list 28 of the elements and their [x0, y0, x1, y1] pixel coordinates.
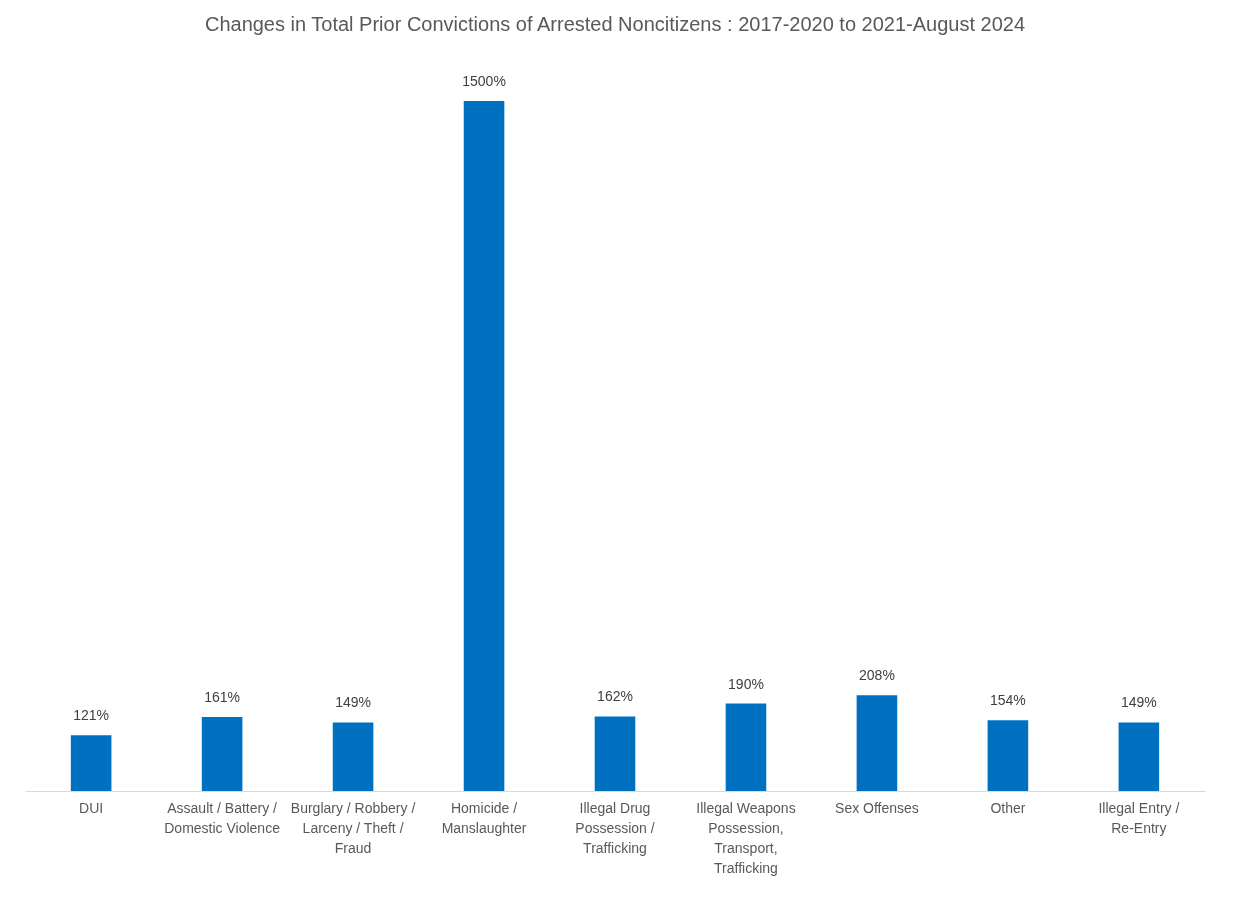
- x-tick-label: Illegal Entry / Re-Entry: [1098, 799, 1180, 836]
- bar: [725, 703, 767, 791]
- bar: [201, 716, 243, 791]
- data-label: 149%: [335, 694, 371, 711]
- data-label: 154%: [989, 692, 1026, 709]
- bar: [987, 720, 1029, 791]
- x-tick-label: Homicide / Manslaughter: [441, 799, 527, 836]
- x-tick-label: Sex Offenses: [835, 799, 919, 816]
- bar: [856, 695, 898, 791]
- bar: [70, 735, 112, 791]
- data-label: 121%: [73, 707, 110, 724]
- chart-title: Changes in Total Prior Convictions of Arrested Noncitizens : 2017-2020 to 2021-August 2024: [204, 13, 1026, 35]
- x-tick-label: Illegal Drug Possession / Trafficking: [575, 799, 655, 856]
- bar: [594, 716, 636, 791]
- x-tick-label: Illegal Weapons Possession, Transport, Trafficking: [696, 799, 796, 876]
- data-label: 162%: [597, 688, 633, 705]
- data-label: 208%: [859, 667, 895, 684]
- x-tick-label: DUI: [79, 799, 104, 816]
- x-tick-label: Other: [990, 799, 1026, 816]
- data-label: 190%: [728, 675, 764, 692]
- data-label: 149%: [1120, 694, 1157, 711]
- x-tick-label: Assault / Battery / Domestic Violence: [164, 799, 281, 836]
- bar: [332, 722, 374, 791]
- data-label: 1500%: [462, 73, 506, 89]
- data-label: 161%: [204, 688, 241, 705]
- bar: [1118, 722, 1160, 791]
- x-tick-label: Burglary / Robbery / Larceny / Theft / Fraud: [290, 799, 416, 856]
- bar: [463, 101, 505, 791]
